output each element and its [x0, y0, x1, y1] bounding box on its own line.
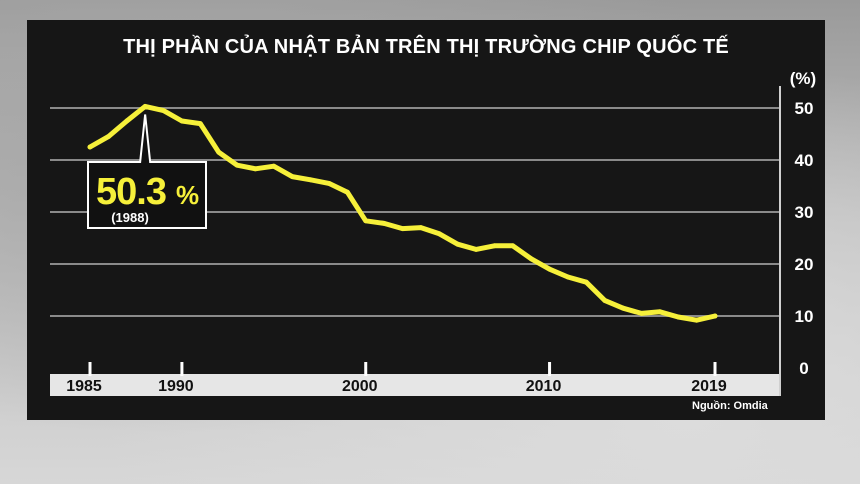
data-point — [620, 305, 626, 311]
x-tick-label: 1985 — [66, 378, 102, 395]
callout-value: 50.3 — [96, 171, 166, 213]
data-point — [179, 118, 185, 124]
x-tick-label: 1990 — [158, 378, 194, 395]
y-axis-unit: (%) — [790, 69, 816, 88]
data-point — [492, 243, 497, 249]
callout-year: (1988) — [111, 210, 149, 225]
data-points — [87, 104, 718, 323]
data-point — [657, 309, 663, 315]
gridlines — [50, 86, 781, 396]
x-tick-label: 2019 — [691, 378, 727, 395]
y-tick-labels: 0 10 20 30 40 50 — [795, 99, 814, 378]
y-tick-label: 40 — [795, 151, 814, 170]
peak-callout: 50.3 % (1988) — [87, 114, 207, 229]
data-point — [253, 166, 258, 172]
data-point — [510, 243, 516, 249]
data-point — [712, 313, 718, 319]
data-point — [694, 317, 699, 323]
data-point — [161, 108, 166, 113]
data-point — [326, 181, 332, 186]
data-point — [142, 104, 148, 109]
y-tick-label: 10 — [795, 307, 814, 326]
data-point — [363, 218, 369, 224]
data-point — [216, 149, 222, 155]
data-point — [565, 274, 571, 280]
data-point — [436, 231, 442, 237]
data-point — [675, 314, 681, 320]
data-point — [87, 144, 93, 150]
data-point — [528, 256, 534, 262]
data-point — [124, 118, 130, 124]
data-point — [639, 311, 644, 316]
y-tick-label: 30 — [795, 203, 814, 222]
data-point — [473, 247, 479, 252]
data-point — [583, 279, 589, 285]
data-point — [602, 298, 608, 303]
chart-title: THỊ PHẦN CỦA NHẬT BẢN TRÊN THỊ TRƯỜNG CH… — [123, 36, 729, 58]
data-point — [418, 225, 424, 231]
data-point — [345, 189, 350, 195]
x-tick-labels: 1985 1990 2000 2010 2019 — [66, 378, 727, 395]
x-ticks — [88, 362, 717, 376]
callout-box — [87, 114, 207, 229]
data-point — [197, 121, 203, 126]
data-point — [271, 163, 277, 169]
callout-unit: % — [176, 180, 199, 210]
x-tick-label: 2000 — [342, 378, 378, 395]
data-point — [106, 134, 111, 140]
data-point — [289, 174, 295, 180]
data-point — [455, 241, 460, 247]
y-tick-label: 20 — [795, 255, 814, 274]
y-tick-label: 0 — [799, 359, 808, 378]
data-point — [547, 266, 552, 272]
data-point — [234, 162, 240, 168]
x-axis-band — [50, 374, 780, 396]
x-tick-label: 2010 — [526, 378, 562, 395]
y-tick-label: 50 — [795, 99, 814, 118]
data-point — [308, 177, 313, 183]
source-note: Nguồn: Omdia — [692, 400, 768, 412]
data-point — [400, 226, 405, 232]
data-point — [381, 221, 387, 226]
